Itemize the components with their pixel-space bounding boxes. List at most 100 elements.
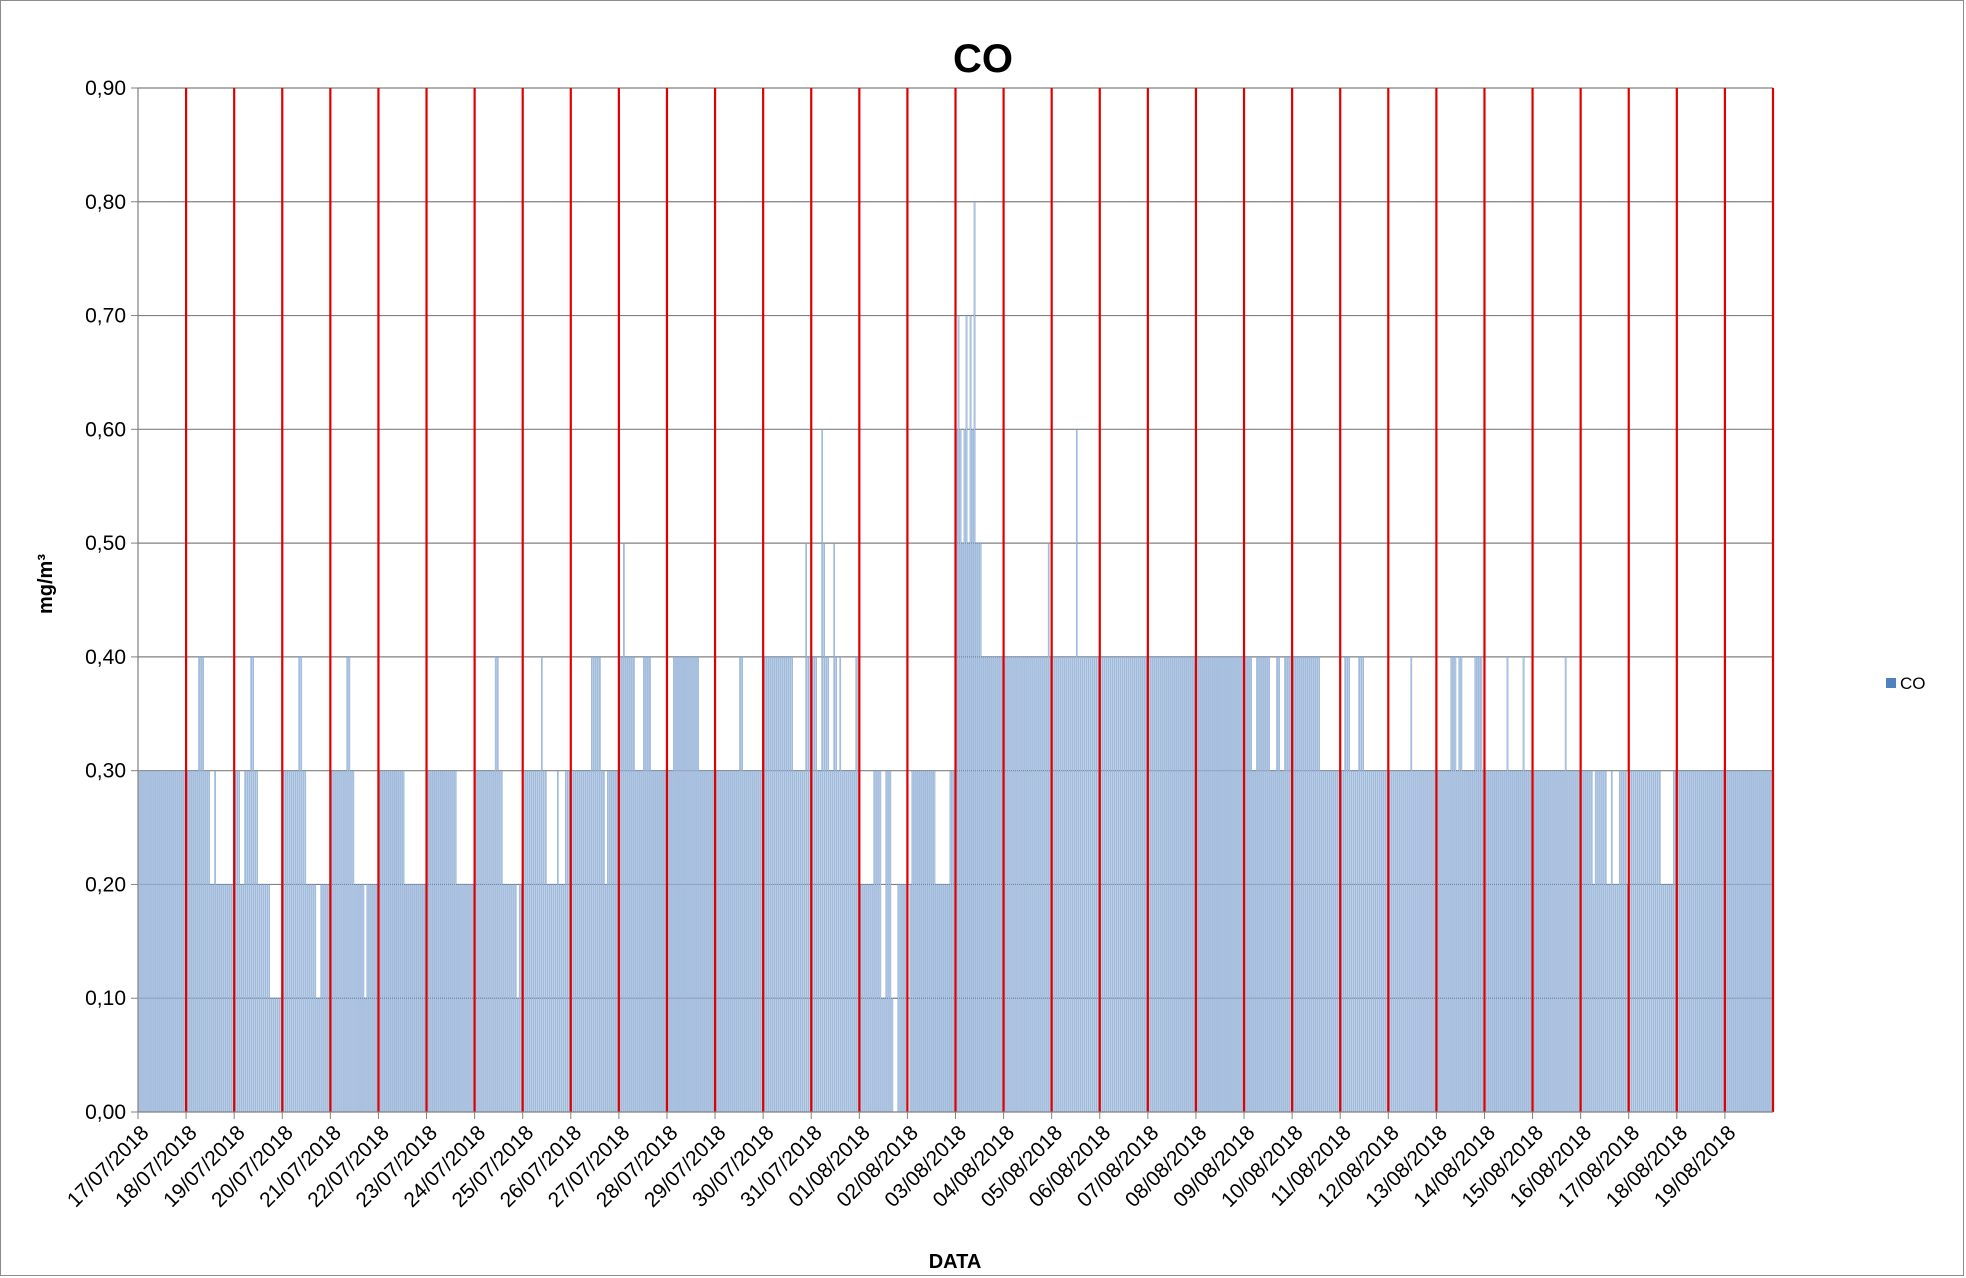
bar bbox=[306, 884, 309, 1113]
bar bbox=[813, 656, 815, 1113]
bar bbox=[406, 884, 409, 1113]
bar bbox=[949, 770, 952, 1113]
bar bbox=[1594, 770, 1597, 1113]
bar bbox=[312, 884, 315, 1113]
bar bbox=[567, 770, 569, 1113]
bar bbox=[178, 770, 180, 1113]
bar bbox=[1703, 770, 1705, 1113]
bar bbox=[322, 884, 325, 1113]
bar bbox=[1398, 770, 1401, 1113]
bar bbox=[1356, 770, 1358, 1113]
bar bbox=[1693, 770, 1695, 1113]
bar bbox=[1246, 656, 1248, 1113]
bar bbox=[1404, 770, 1407, 1113]
bar bbox=[1154, 656, 1156, 1113]
bar bbox=[563, 884, 565, 1113]
bar bbox=[1432, 770, 1435, 1113]
bar bbox=[613, 770, 615, 1113]
bar bbox=[645, 656, 647, 1113]
bar bbox=[1745, 770, 1747, 1113]
bar bbox=[1120, 656, 1122, 1113]
bar bbox=[1228, 656, 1230, 1113]
bar bbox=[266, 884, 268, 1113]
bar bbox=[226, 884, 228, 1113]
bar bbox=[887, 770, 890, 1113]
bar bbox=[805, 542, 807, 1113]
bar bbox=[264, 884, 266, 1113]
bar bbox=[1681, 770, 1683, 1113]
bar bbox=[1673, 770, 1675, 1113]
bar bbox=[140, 770, 142, 1113]
legend-swatch-co bbox=[1886, 678, 1896, 688]
bar bbox=[256, 770, 258, 1113]
bar bbox=[526, 770, 529, 1113]
bar bbox=[386, 770, 389, 1113]
bar bbox=[538, 770, 541, 1113]
bar bbox=[993, 656, 996, 1113]
bar bbox=[1713, 770, 1715, 1113]
bar bbox=[294, 770, 297, 1113]
bar bbox=[1294, 656, 1296, 1113]
bar bbox=[663, 770, 665, 1113]
bar bbox=[821, 429, 824, 1113]
bar bbox=[957, 315, 960, 1113]
bar bbox=[601, 770, 603, 1113]
bar bbox=[559, 884, 561, 1113]
bar bbox=[745, 770, 747, 1113]
bar bbox=[681, 656, 683, 1113]
bar bbox=[639, 770, 641, 1113]
bar bbox=[302, 770, 305, 1113]
bar bbox=[1528, 770, 1531, 1113]
bar bbox=[1286, 656, 1288, 1113]
bar bbox=[727, 770, 729, 1113]
bar bbox=[1200, 656, 1202, 1113]
bar bbox=[352, 770, 355, 1113]
bar bbox=[284, 770, 287, 1113]
bar bbox=[332, 770, 335, 1113]
bar bbox=[801, 770, 803, 1113]
bar bbox=[749, 770, 751, 1113]
bar bbox=[1498, 770, 1501, 1113]
bar bbox=[1767, 770, 1769, 1113]
bar bbox=[304, 770, 307, 1113]
bar bbox=[775, 656, 777, 1113]
bar bbox=[629, 656, 631, 1113]
bar bbox=[1653, 770, 1655, 1113]
bar bbox=[516, 998, 519, 1113]
bar bbox=[565, 770, 567, 1113]
bar bbox=[362, 884, 365, 1113]
bar bbox=[1763, 770, 1765, 1113]
bar bbox=[1083, 656, 1086, 1113]
bar bbox=[913, 770, 916, 1113]
bar bbox=[627, 656, 629, 1113]
bar bbox=[1085, 656, 1088, 1113]
bar bbox=[450, 770, 453, 1113]
bar bbox=[791, 656, 793, 1113]
bar bbox=[420, 884, 423, 1113]
bar bbox=[973, 201, 976, 1113]
bar bbox=[1458, 656, 1461, 1113]
bar bbox=[983, 656, 986, 1113]
bar bbox=[867, 884, 870, 1113]
bar bbox=[1448, 770, 1451, 1113]
bar bbox=[1019, 656, 1022, 1113]
bar bbox=[418, 884, 421, 1113]
bar bbox=[795, 770, 797, 1113]
bar bbox=[1156, 656, 1158, 1113]
bar bbox=[561, 884, 563, 1113]
bar bbox=[1061, 656, 1064, 1113]
bar bbox=[1446, 770, 1449, 1113]
bar bbox=[1717, 770, 1719, 1113]
bar bbox=[1316, 656, 1318, 1113]
bar bbox=[242, 884, 244, 1113]
bar bbox=[1394, 770, 1397, 1113]
bar bbox=[847, 770, 850, 1113]
bar bbox=[338, 770, 341, 1113]
bar bbox=[841, 770, 844, 1113]
bar bbox=[482, 770, 485, 1113]
bar bbox=[1352, 770, 1354, 1113]
bar bbox=[581, 770, 583, 1113]
bar bbox=[160, 770, 162, 1113]
y-tick-label: 0,00 bbox=[85, 1101, 126, 1124]
y-tick-label: 0,30 bbox=[85, 760, 126, 783]
